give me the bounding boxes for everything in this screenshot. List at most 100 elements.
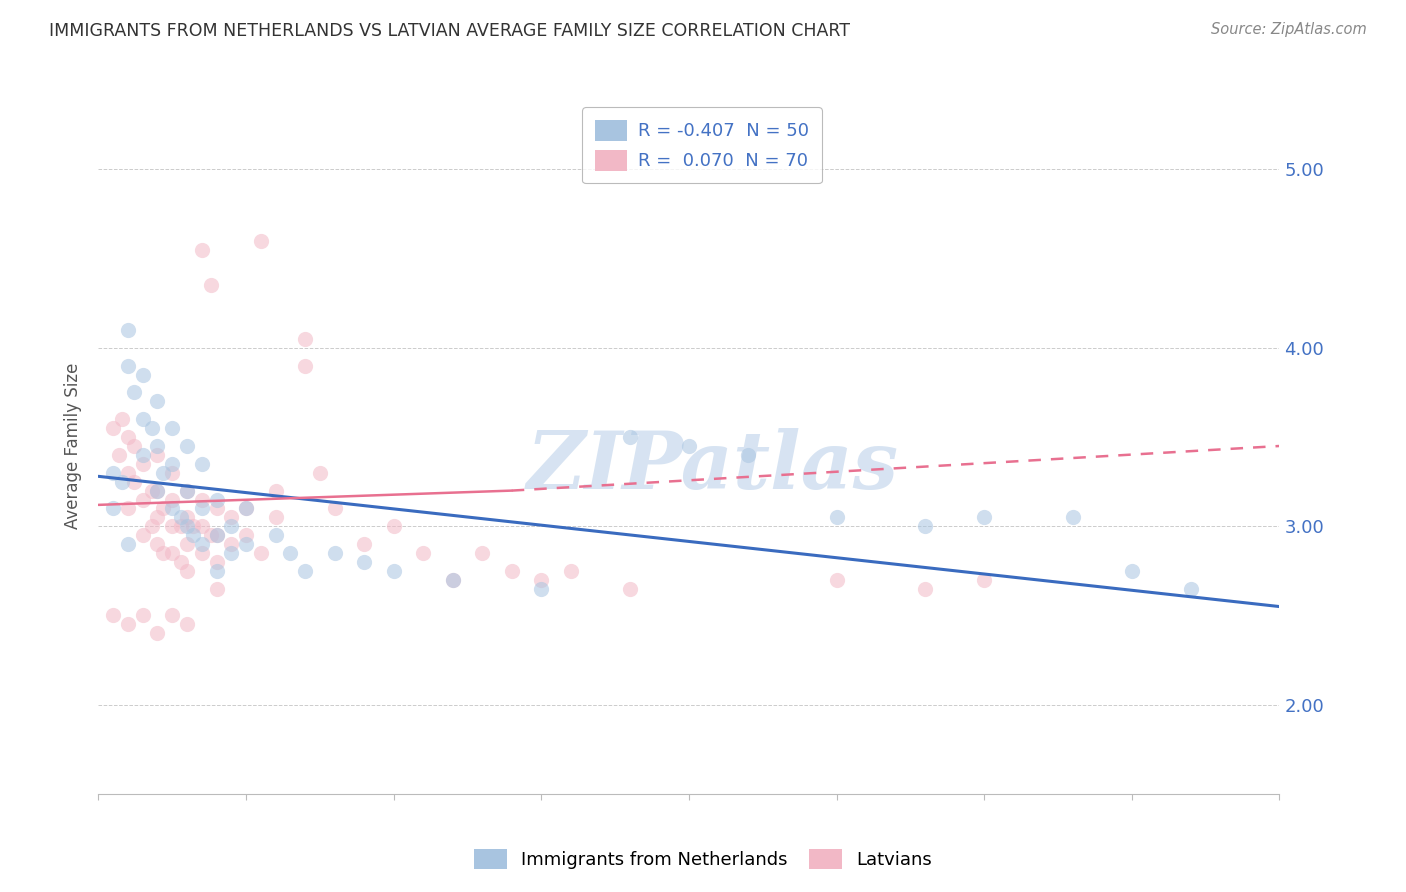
Point <box>737 448 759 462</box>
Point <box>235 501 257 516</box>
Point <box>162 608 183 623</box>
Point <box>162 492 183 507</box>
Point <box>141 421 163 435</box>
Point <box>162 546 183 560</box>
Point <box>117 617 139 632</box>
Text: Source: ZipAtlas.com: Source: ZipAtlas.com <box>1211 22 1367 37</box>
Point <box>141 483 163 498</box>
Point <box>441 573 464 587</box>
Point <box>205 501 228 516</box>
Point <box>132 492 155 507</box>
Point <box>471 546 494 560</box>
Point <box>146 439 169 453</box>
Point <box>146 626 169 640</box>
Point <box>219 537 242 551</box>
Point <box>176 483 198 498</box>
Point <box>132 528 155 542</box>
Text: ZIPatlas: ZIPatlas <box>526 428 898 506</box>
Point <box>122 475 145 489</box>
Point <box>530 573 553 587</box>
Point <box>191 243 214 257</box>
Point <box>111 412 134 426</box>
Point <box>250 546 273 560</box>
Point <box>152 546 174 560</box>
Point <box>132 457 155 471</box>
Point <box>176 439 198 453</box>
Point <box>146 394 169 409</box>
Point <box>181 519 204 533</box>
Point <box>914 519 936 533</box>
Point <box>560 564 582 578</box>
Point <box>191 519 214 533</box>
Point <box>219 546 242 560</box>
Point <box>1121 564 1143 578</box>
Point <box>162 501 183 516</box>
Point <box>1180 582 1202 596</box>
Point <box>108 448 131 462</box>
Point <box>191 492 214 507</box>
Point <box>205 528 228 542</box>
Point <box>132 412 155 426</box>
Point <box>170 555 193 569</box>
Point <box>176 617 198 632</box>
Point <box>191 457 214 471</box>
Point <box>117 323 139 337</box>
Point <box>353 555 375 569</box>
Point <box>219 510 242 524</box>
Point <box>117 537 139 551</box>
Point <box>103 466 125 480</box>
Point <box>205 582 228 596</box>
Point <box>162 421 183 435</box>
Point <box>141 519 163 533</box>
Legend: Immigrants from Netherlands, Latvians: Immigrants from Netherlands, Latvians <box>465 839 941 879</box>
Point <box>278 546 302 560</box>
Point <box>152 466 174 480</box>
Point <box>122 439 145 453</box>
Point <box>323 501 346 516</box>
Point <box>309 466 332 480</box>
Point <box>146 537 169 551</box>
Point <box>264 483 287 498</box>
Point <box>264 528 287 542</box>
Point <box>162 519 183 533</box>
Point <box>619 430 641 444</box>
Point <box>191 537 214 551</box>
Point <box>294 359 316 373</box>
Point <box>146 448 169 462</box>
Point <box>205 528 228 542</box>
Point <box>117 430 139 444</box>
Point <box>219 519 242 533</box>
Point <box>176 519 198 533</box>
Point <box>678 439 700 453</box>
Point <box>235 537 257 551</box>
Point <box>117 359 139 373</box>
Point <box>103 501 125 516</box>
Point <box>294 332 316 346</box>
Point <box>162 466 183 480</box>
Point <box>619 582 641 596</box>
Point <box>117 466 139 480</box>
Point <box>176 510 198 524</box>
Point <box>294 564 316 578</box>
Point <box>132 608 155 623</box>
Point <box>235 528 257 542</box>
Point <box>412 546 434 560</box>
Text: IMMIGRANTS FROM NETHERLANDS VS LATVIAN AVERAGE FAMILY SIZE CORRELATION CHART: IMMIGRANTS FROM NETHERLANDS VS LATVIAN A… <box>49 22 851 40</box>
Point <box>111 475 134 489</box>
Point <box>235 501 257 516</box>
Point <box>205 555 228 569</box>
Point <box>176 483 198 498</box>
Point <box>501 564 523 578</box>
Point <box>973 573 995 587</box>
Point <box>191 546 214 560</box>
Point <box>825 510 848 524</box>
Point <box>146 483 169 498</box>
Point <box>825 573 848 587</box>
Point <box>441 573 464 587</box>
Point <box>117 501 139 516</box>
Point <box>205 564 228 578</box>
Point <box>191 501 214 516</box>
Point <box>353 537 375 551</box>
Point <box>181 528 204 542</box>
Point <box>323 546 346 560</box>
